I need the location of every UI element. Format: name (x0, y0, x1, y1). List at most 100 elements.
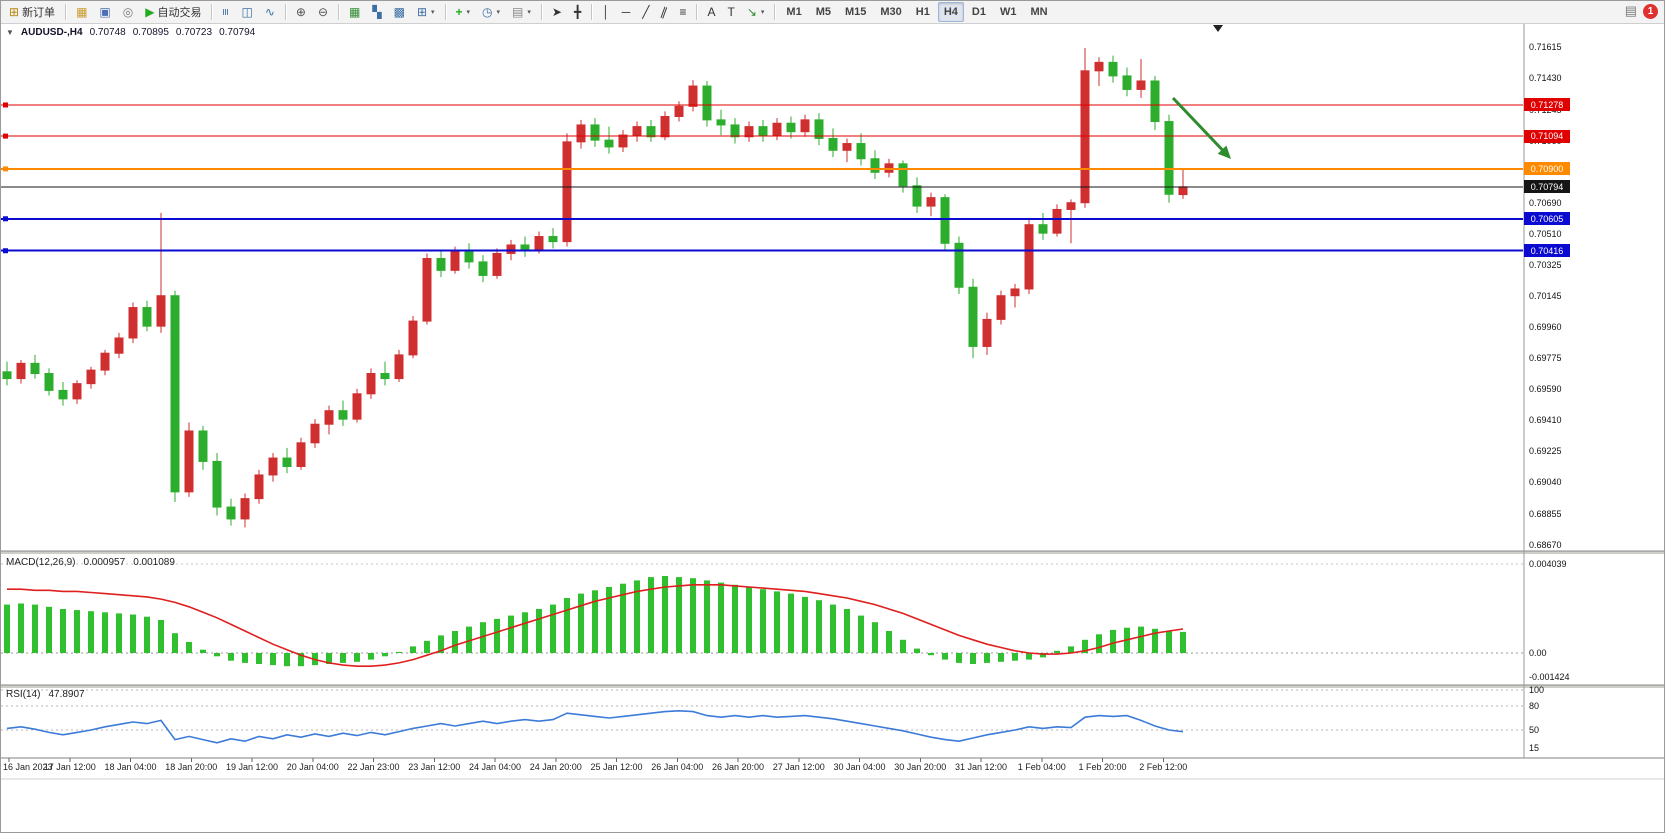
channel-button[interactable]: ∥ (656, 2, 672, 22)
layout-icon[interactable]: ▤ (1624, 3, 1637, 18)
indicators-button[interactable]: + ▾ (451, 2, 476, 22)
macd-bar (158, 620, 164, 653)
candle-body (716, 119, 726, 126)
templates-button[interactable]: ▤ ▾ (507, 2, 536, 22)
timeframe-mn-button-label: MN (1030, 6, 1048, 18)
macd-bar (18, 603, 24, 653)
timeframe-m5-button[interactable]: M5 (810, 2, 837, 22)
text-label-button[interactable]: T (722, 2, 739, 22)
candle-body (926, 197, 936, 207)
macd-bar (536, 609, 542, 653)
timeframe-mn-button[interactable]: MN (1024, 2, 1053, 22)
support-line-lower-anchor[interactable] (3, 248, 8, 254)
resistance-line-upper-price-tag: 0.71278 (1524, 98, 1570, 112)
time-axis-label: 26 Jan 20:00 (711, 762, 765, 772)
crosshair-button[interactable]: ╋ (569, 2, 586, 22)
price-axis-label: 0.69040 (1529, 477, 1562, 488)
candle-body (310, 423, 320, 444)
candlestick-chart-button[interactable]: ◫ (236, 2, 257, 22)
macd-bar (144, 616, 150, 653)
toolbar: ⊞ 新订单 ▦ ▣ ◎ ▶ 自动交易 ≡ ◫ ∿ ⊕ ⊖ ▦ ▚ ▩ ⊞ ▾ + ▾ ◷ ▾ ▤ ▾ ➤ ╋ │ ─ ╱ ∥ ≡ A T ↘ ▾ M… (1, 1, 1664, 24)
candle-body (464, 251, 474, 263)
price-axis-label: 0.71615 (1529, 42, 1562, 52)
candle-body (996, 295, 1006, 320)
candle-body (72, 383, 82, 400)
resistance-line-lower-anchor[interactable] (3, 133, 8, 139)
rsi-label: RSI(14) 47.8907 (6, 689, 85, 700)
chart-window-button[interactable]: ▣ (94, 2, 115, 22)
macd-bar (732, 584, 738, 653)
new-order-button[interactable]: ⊞ 新订单 (4, 2, 60, 22)
rsi-axis-label: 15 (1529, 743, 1540, 753)
zoom-in-icon: ⊕ (295, 5, 306, 19)
macd-bar (494, 618, 500, 653)
chart-window-icon: ▣ (99, 5, 111, 19)
arrows-button[interactable]: ↘ ▾ (742, 2, 770, 22)
tile-windows-button[interactable]: ▚ (367, 2, 386, 22)
pivot-line-orange-anchor[interactable] (3, 166, 8, 172)
macd-bar (424, 640, 430, 653)
time-axis-label: 25 Jan 12:00 (590, 762, 643, 772)
candle-body (156, 295, 166, 327)
notification-badge[interactable]: 1 (1643, 3, 1658, 19)
new-chart-button[interactable]: ⊞ ▾ (412, 2, 440, 22)
time-axis-label: 24 Jan 20:00 (529, 762, 582, 772)
trend-arrow-annotation[interactable] (1171, 96, 1231, 159)
trendline-button[interactable]: ╱ (637, 2, 654, 22)
macd-bar (1166, 631, 1172, 653)
navigator-button[interactable]: ◎ (118, 2, 138, 22)
macd-bar (438, 635, 444, 653)
text-button[interactable]: A (702, 2, 720, 22)
panel-divider[interactable] (1, 685, 1665, 688)
macd-bar (858, 615, 864, 653)
current-price-line-price-tag: 0.70794 (1524, 180, 1570, 194)
macd-bar (1054, 650, 1060, 653)
timeframe-m15-button[interactable]: M15 (839, 2, 872, 22)
macd-label: MACD(12,26,9) 0.000957 0.001089 (6, 557, 175, 568)
candle-body (1178, 186, 1188, 196)
timeframe-h1-button[interactable]: H1 (910, 2, 936, 22)
macd-value-signal: 0.001089 (133, 557, 175, 568)
price-axis-label: 0.68855 (1529, 508, 1562, 519)
resistance-line-upper-anchor[interactable] (3, 102, 8, 108)
macd-bar (648, 577, 654, 653)
horizontal-line-button[interactable]: ─ (617, 2, 636, 22)
line-chart-button[interactable]: ∿ (260, 2, 280, 22)
price-axis-label: 0.69225 (1529, 446, 1562, 457)
macd-bar (774, 591, 780, 653)
timeframe-h4-button[interactable]: H4 (937, 2, 964, 22)
cascade-windows-button[interactable]: ▩ (389, 2, 410, 22)
vertical-line-button[interactable]: │ (597, 2, 615, 22)
support-line-upper-anchor[interactable] (3, 216, 8, 222)
cursor-button[interactable]: ➤ (547, 2, 567, 22)
periods-button[interactable]: ◷ ▾ (477, 2, 505, 22)
zoom-in-button[interactable]: ⊕ (291, 2, 311, 22)
macd-bar (1040, 653, 1046, 658)
macd-bar (116, 613, 122, 653)
timeframe-d1-button[interactable]: D1 (966, 2, 992, 22)
market-watch-button[interactable]: ▦ (71, 2, 92, 22)
bar-chart-button[interactable]: ≡ (217, 2, 234, 22)
chart-shift-icon[interactable] (1213, 25, 1223, 32)
panel-divider[interactable] (1, 551, 1665, 554)
macd-bar (284, 653, 290, 667)
cursor-icon: ➤ (551, 5, 562, 19)
timeframe-m30-button[interactable]: M30 (874, 2, 907, 22)
chart-expander-icon[interactable]: ▼ (6, 28, 14, 37)
auto-trading-button[interactable]: ▶ 自动交易 (140, 2, 206, 22)
macd-bar (270, 653, 276, 666)
toolbar-separator (211, 4, 213, 20)
macd-bar (746, 587, 752, 653)
timeframe-w1-button[interactable]: W1 (994, 2, 1023, 22)
auto-arrange-button[interactable]: ▦ (344, 2, 365, 22)
macd-bar (942, 653, 948, 660)
candle-body (254, 474, 264, 500)
fibonacci-button[interactable]: ≡ (674, 2, 691, 22)
zoom-out-button[interactable]: ⊖ (313, 2, 333, 22)
time-axis-label: 2 Feb 12:00 (1139, 762, 1188, 772)
macd-bar (228, 653, 234, 661)
timeframe-m1-button[interactable]: M1 (780, 2, 807, 22)
candle-body (590, 124, 600, 141)
macd-bar (340, 653, 346, 663)
candle-body (828, 137, 838, 151)
